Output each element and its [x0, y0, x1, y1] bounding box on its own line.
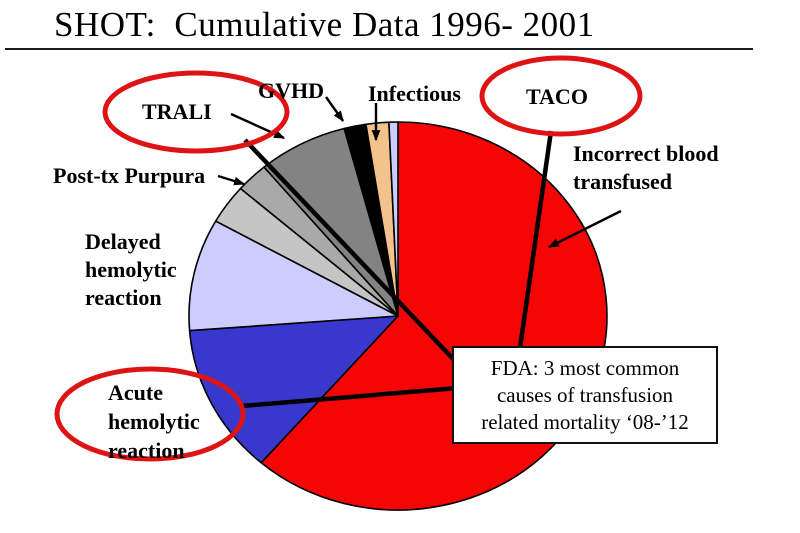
fda-box-line: causes of transfusion — [496, 383, 674, 407]
incorrect-blood-arrow — [548, 209, 622, 249]
emphasis-circles — [54, 55, 643, 462]
trali-arrow — [230, 112, 286, 140]
label-trali: TRALI — [142, 99, 212, 124]
label-post-tx-purpura: Post-tx Purpura — [53, 163, 206, 188]
callout-arrows — [217, 96, 622, 249]
post-tx-purpura-arrow — [217, 174, 246, 186]
taco-circle-annotation — [479, 55, 643, 137]
fda-connectors — [241, 130, 554, 409]
label-gvhd: GVHD — [258, 78, 324, 103]
label-taco: TACO — [526, 84, 588, 109]
acute-circle-annotation — [54, 366, 246, 462]
slide-title: SHOT: Cumulative Data 1996- 2001 — [54, 5, 595, 44]
label-line: Acute — [108, 380, 163, 405]
acute-fda-connector-line — [241, 385, 459, 409]
label-line: reaction — [108, 438, 185, 463]
trali-fda-connector-line — [243, 138, 460, 366]
label-line: reaction — [85, 285, 162, 310]
label-incorrect-blood-transfused: Incorrect blood transfused — [573, 140, 719, 196]
fda-box-line: related mortality ‘08-’12 — [481, 410, 689, 434]
fda-callout-box: FDA: 3 most common causes of transfusion… — [452, 346, 718, 444]
label-infectious: Infectious — [368, 81, 461, 106]
label-delayed-hemolytic-reaction: Delayed hemolytic reaction — [85, 228, 177, 312]
title-underline — [5, 48, 753, 50]
label-line: hemolytic — [108, 409, 200, 434]
trali-circle-annotation — [102, 70, 290, 154]
label-line: transfused — [573, 169, 673, 194]
gvhd-arrow — [325, 96, 344, 122]
label-line: Incorrect blood — [573, 141, 719, 166]
taco-fda-connector-line — [516, 130, 554, 356]
pie-slice-delayed-hemolytic-reaction — [188, 220, 399, 332]
label-acute-hemolytic-reaction: Acute hemolytic reaction — [108, 378, 200, 465]
fda-box-line: FDA: 3 most common — [490, 356, 680, 380]
label-line: hemolytic — [85, 257, 177, 282]
pie-slice-unlabeled-sliver — [388, 121, 399, 317]
label-line: Delayed — [85, 229, 161, 254]
